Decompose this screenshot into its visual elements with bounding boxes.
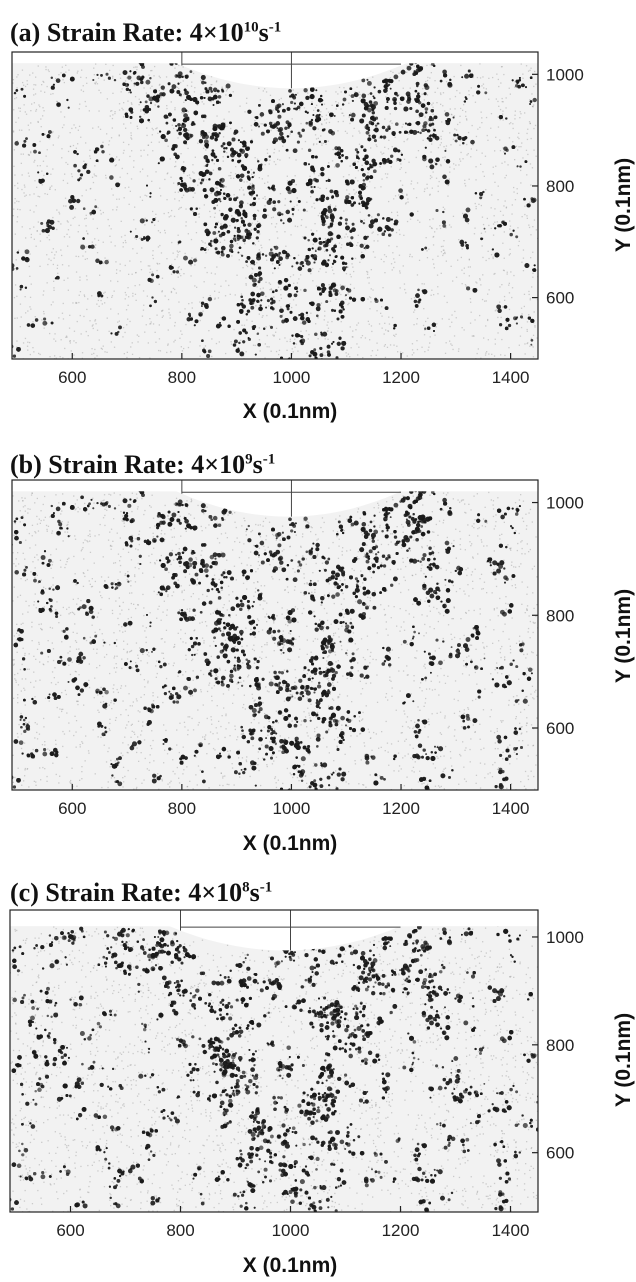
panel-label: (c)	[10, 878, 39, 907]
title-unit-exp: -1	[263, 451, 276, 467]
x-tick-label: 800	[166, 1221, 194, 1240]
atom-scatter	[12, 60, 538, 359]
plot-frame	[11, 479, 539, 791]
title-unit-exp: -1	[269, 19, 282, 35]
x-tick-label: 600	[58, 799, 86, 818]
title-times: ×	[201, 878, 216, 907]
x-tick-label: 1400	[492, 368, 530, 387]
x-tick-label: 600	[56, 1221, 84, 1240]
plot-frame	[11, 51, 539, 360]
x-axis-label: X (0.1nm)	[243, 1254, 338, 1277]
y-tick-label: 600	[546, 719, 574, 738]
y-tick-label: 800	[546, 606, 574, 625]
title-base: 10	[219, 450, 245, 479]
x-axis-label: X (0.1nm)	[243, 832, 338, 855]
x-tick-label: 800	[168, 368, 196, 387]
x-tick-label: 1000	[272, 1221, 310, 1240]
title-unit: s	[250, 878, 260, 907]
title-text: Strain Rate: 4	[48, 450, 204, 479]
plot-frame	[9, 909, 539, 1213]
top-surface-strip	[10, 910, 538, 927]
title-unit: s	[259, 18, 269, 47]
panel-label: (a)	[10, 18, 40, 47]
atom-scatter	[12, 488, 538, 790]
title-text: Strain Rate: 4	[47, 18, 203, 47]
x-tick-label: 800	[168, 799, 196, 818]
panel-a: (a) Strain Rate: 4×1010s-1 600 800 1000 120…	[0, 0, 636, 428]
indenter-guide	[181, 480, 402, 517]
panel-title: (b) Strain Rate: 4×109s-1	[10, 450, 275, 480]
indenter-guide	[180, 910, 401, 951]
panel-c: (c) Strain Rate: 4×108s-1 600 800 1000 1200…	[0, 860, 636, 1282]
y-tick-label: 800	[546, 177, 574, 196]
title-base: 10	[216, 878, 242, 907]
top-surface-strip	[12, 52, 538, 64]
chart-c: 600 800 1000 1200 1400 600 800 1000 X (0.1nm) Y (…	[9, 909, 635, 1277]
x-tick-label: 1400	[492, 799, 530, 818]
y-tick-label: 600	[546, 289, 574, 308]
plot-background	[10, 910, 538, 1212]
y-axis-label: Y (0.1nm)	[612, 589, 635, 683]
x-axis-label: X (0.1nm)	[243, 400, 338, 423]
x-tick-label: 1000	[273, 368, 311, 387]
title-times: ×	[204, 450, 219, 479]
title-unit: s	[253, 450, 263, 479]
x-tick-label: 1200	[382, 368, 420, 387]
x-tick-label: 1200	[382, 799, 420, 818]
chart-b: 600 800 1000 1200 1400 600 800 1000 X (0.1nm) Y (…	[11, 479, 635, 855]
x-tick-label: 1200	[382, 1221, 420, 1240]
title-exp: 8	[242, 879, 250, 895]
x-tick-label: 600	[58, 368, 86, 387]
indenter-guide	[181, 52, 402, 89]
title-exp: 9	[245, 451, 253, 467]
y-tick-label: 800	[546, 1036, 574, 1055]
title-exp: 10	[244, 19, 259, 35]
y-tick-label: 600	[546, 1144, 574, 1163]
y-axis-label: Y (0.1nm)	[612, 1013, 635, 1107]
plot-background	[12, 52, 538, 359]
x-tick-label: 1000	[273, 799, 311, 818]
title-times: ×	[203, 18, 218, 47]
chart-a: 600 800 1000 1200 1400 600 800 1000 X (0.1nm) Y (…	[11, 51, 635, 423]
y-tick-label: 1000	[546, 65, 584, 84]
y-tick-label: 1000	[546, 494, 584, 513]
x-tick-label: 1400	[492, 1221, 530, 1240]
panel-title: (c) Strain Rate: 4×108s-1	[10, 878, 272, 908]
title-unit-exp: -1	[260, 879, 273, 895]
top-surface-strip	[12, 480, 538, 492]
panel-label: (b)	[10, 450, 42, 479]
y-axis-label: Y (0.1nm)	[612, 158, 635, 252]
y-tick-label: 1000	[546, 928, 584, 947]
atom-scatter	[10, 921, 538, 1212]
title-base: 10	[218, 18, 244, 47]
title-text: Strain Rate: 4	[45, 878, 201, 907]
panel-b: (b) Strain Rate: 4×109s-1 600 800 1000 1200…	[0, 428, 636, 860]
panel-title: (a) Strain Rate: 4×1010s-1	[10, 18, 281, 48]
